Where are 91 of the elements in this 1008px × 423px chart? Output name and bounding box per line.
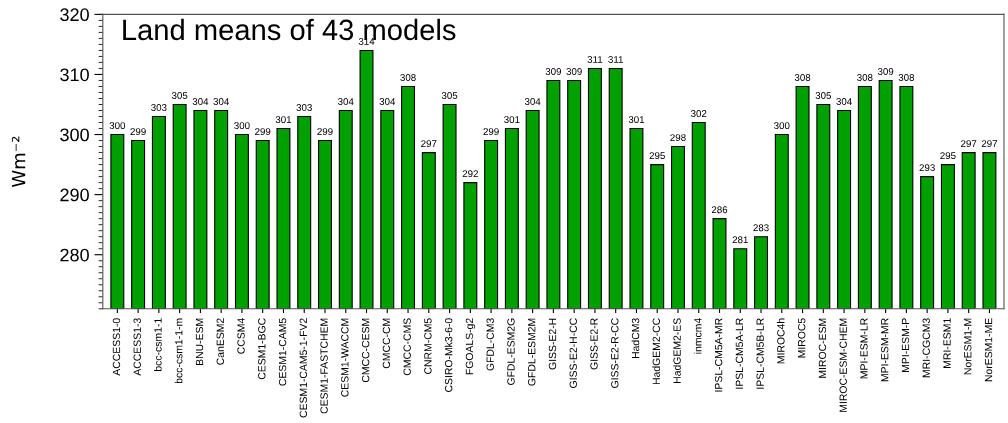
data-label: 308 [898,74,915,81]
x-tick-label: MPI-ESM-LR [860,318,868,379]
x-tick-label: IPSL-CM5B-LR [756,318,764,389]
data-label: 311 [608,56,623,63]
data-label: 305 [815,92,832,99]
data-label: 304 [836,98,852,105]
x-tick-label: inmcm4 [693,318,702,354]
x-tick-label: MRI-CGCM3 [922,318,930,378]
x-tick-label: ACCESS1-0 [112,318,121,376]
x-tick-label: MIROC4h [776,318,785,364]
x-tick-label: FGOALS-g2 [465,318,476,375]
x-tick-label: MIROC-ESM-CHEM [839,318,847,412]
data-label: 304 [213,98,229,105]
x-tick-label: CMCC-CESM [361,318,370,383]
x-tick-label: NorESM1-ME [984,318,993,382]
y-tick-label: 280 [60,248,89,262]
x-tick-label: MIROC5 [797,318,806,358]
x-tick-label: GISS-E2-H [548,318,557,370]
data-label: 281 [732,236,748,244]
y-tick-label: 320 [60,8,89,22]
data-label: 299 [483,128,499,136]
data-label: 308 [794,74,811,81]
data-label: 303 [296,104,312,111]
data-label: 309 [566,68,582,75]
data-label: 311 [587,56,603,63]
data-label: 295 [940,152,956,160]
x-tick-label: GISS-E2-R-CC [611,318,619,388]
x-tick-label: CanESM2 [216,318,224,365]
data-label: 303 [151,104,167,111]
x-tick-label: CCSM4 [237,318,245,354]
data-label: 300 [774,122,790,130]
data-label: 304 [192,98,209,105]
x-tick-label: IPSL-CM5A-LR [735,318,744,389]
x-tick-label: GISS-E2-R [590,318,598,370]
data-label: 309 [545,68,562,75]
data-label: 304 [379,98,396,105]
data-label: 283 [753,224,769,232]
data-label: 299 [255,128,271,136]
data-label: 309 [877,68,894,75]
data-label: 299 [130,128,146,136]
x-tick-label: HadGEM2-ES [673,318,681,383]
x-tick-label: CESM1-BGC [258,318,266,380]
data-label: 302 [691,110,707,118]
data-label: 304 [524,98,541,105]
x-tick-label: CMCC-CMS [403,318,411,376]
data-label: 308 [857,74,873,81]
x-tick-label: MPI-ESM-MR [881,318,889,382]
x-tick-label: BNU-ESM [195,318,204,365]
data-label: 298 [670,134,686,142]
y-tick-label: 310 [60,68,89,82]
data-label: 297 [961,140,977,148]
y-tick-label: 290 [60,188,89,202]
data-label: 305 [441,92,458,99]
x-tick-label: GFDL-ESM2M [528,318,536,386]
data-label: 305 [171,92,188,99]
x-tick-label: NorESM1-M [964,318,972,375]
x-tick-label: HadGEM2-CC [652,318,661,385]
data-label: 299 [317,128,333,136]
data-label: 295 [649,152,665,160]
data-label: 286 [711,206,728,214]
x-tick-label: GFDL-ESM2G [507,318,515,386]
data-label: 304 [338,98,354,105]
x-tick-label: bcc-csm1-1-m [174,318,183,384]
x-tick-label: GISS-E2-H-CC [569,318,577,388]
data-label: 293 [919,164,935,172]
x-tick-label: MPI-ESM-P [901,318,910,372]
x-tick-label: CESM1-WACCM [341,318,349,397]
data-label: 300 [109,122,126,130]
y-axis-title: Wm⁻² [11,136,26,188]
x-tick-label: MIROC-ESM [818,318,827,378]
data-label: 297 [981,140,998,148]
data-label: 297 [421,140,437,148]
data-label: 300 [234,122,250,130]
x-tick-label: IPSL-CM5A-MR [714,318,723,392]
x-tick-label: CESM1-FASTCHEM [320,318,328,414]
x-tick-label: CMCC-CM [382,318,391,369]
data-label: 308 [400,74,416,81]
x-tick-label: bcc-csm1-1 [154,318,162,371]
x-tick-label: CSIRO-Mk3-6-0 [444,318,453,392]
x-tick-label: ACCESS1-3 [133,318,141,376]
data-label: 292 [462,170,478,178]
x-tick-label: HadCM3 [631,318,640,359]
y-tick-label: 300 [60,128,89,142]
data-label: 301 [628,116,645,124]
x-tick-label: CESM1-CAM5-1-FV2 [299,318,308,418]
data-label: 301 [275,116,292,124]
data-label: 301 [504,116,520,124]
x-tick-label: CESM1-CAM5 [278,318,287,386]
x-tick-label: CNRM-CM5 [424,318,432,374]
x-tick-label: GFDL-CM3 [486,318,494,371]
x-tick-label: MRI-ESM1 [943,318,951,368]
